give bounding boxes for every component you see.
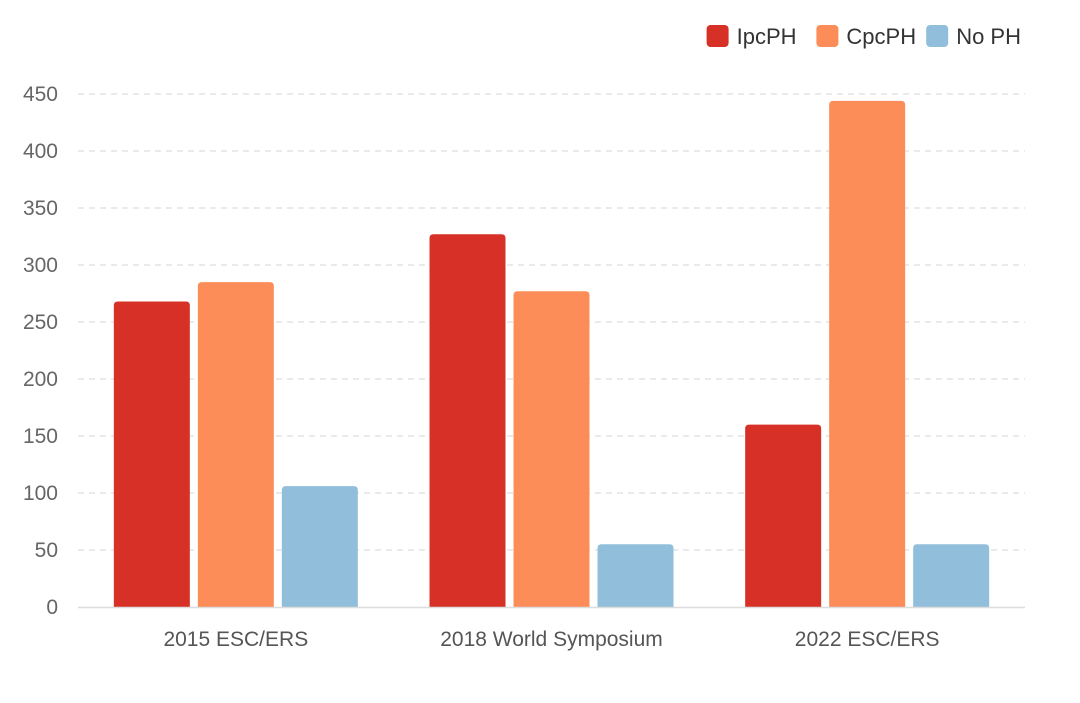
legend-label: CpcPH [846, 24, 916, 49]
bar-cpcph-2015-esc-ers[interactable] [197, 282, 274, 607]
y-tick-label: 400 [23, 140, 58, 163]
bar-ipcph-2022-esc-ers[interactable] [745, 424, 822, 607]
bar-cpcph-2018-world-symposium[interactable] [513, 291, 590, 607]
y-tick-label: 350 [23, 197, 58, 220]
legend-label: No PH [956, 24, 1021, 49]
bars [113, 100, 990, 607]
y-tick-label: 250 [23, 311, 58, 334]
y-tick-label: 50 [35, 539, 58, 562]
x-tick-label: 2022 ESC/ERS [795, 628, 940, 651]
y-tick-label: 0 [46, 596, 58, 619]
y-axis: 0 50 100 150 200 250 300 350 400 450 [23, 83, 58, 619]
bar-ipcph-2015-esc-ers[interactable] [113, 301, 190, 607]
y-tick-label: 300 [23, 254, 58, 277]
bar-no-ph-2018-world-symposium[interactable] [597, 544, 674, 607]
x-axis: 2015 ESC/ERS 2018 World Symposium 2022 ESC… [163, 628, 939, 651]
bar-cpcph-2022-esc-ers[interactable] [829, 100, 906, 607]
legend-item-no-ph[interactable]: No PH [926, 24, 1021, 49]
bar-ipcph-2018-world-symposium[interactable] [429, 234, 506, 607]
bar-no-ph-2015-esc-ers[interactable] [281, 486, 358, 607]
legend-swatch [816, 25, 839, 47]
y-tick-label: 100 [23, 482, 58, 505]
legend-swatch [926, 25, 949, 47]
legend-swatch [706, 25, 729, 47]
y-tick-label: 150 [23, 425, 58, 448]
x-tick-label: 2015 ESC/ERS [163, 628, 308, 651]
y-tick-label: 450 [23, 83, 58, 106]
bar-no-ph-2022-esc-ers[interactable] [913, 544, 990, 607]
legend-item-ipcph[interactable]: IpcPH [706, 24, 797, 49]
legend-label: IpcPH [737, 24, 797, 49]
legend-item-cpcph[interactable]: CpcPH [816, 24, 916, 49]
legend[interactable]: IpcPH CpcPH No PH [706, 24, 1021, 49]
x-tick-label: 2018 World Symposium [440, 628, 663, 651]
y-tick-label: 200 [23, 368, 58, 391]
